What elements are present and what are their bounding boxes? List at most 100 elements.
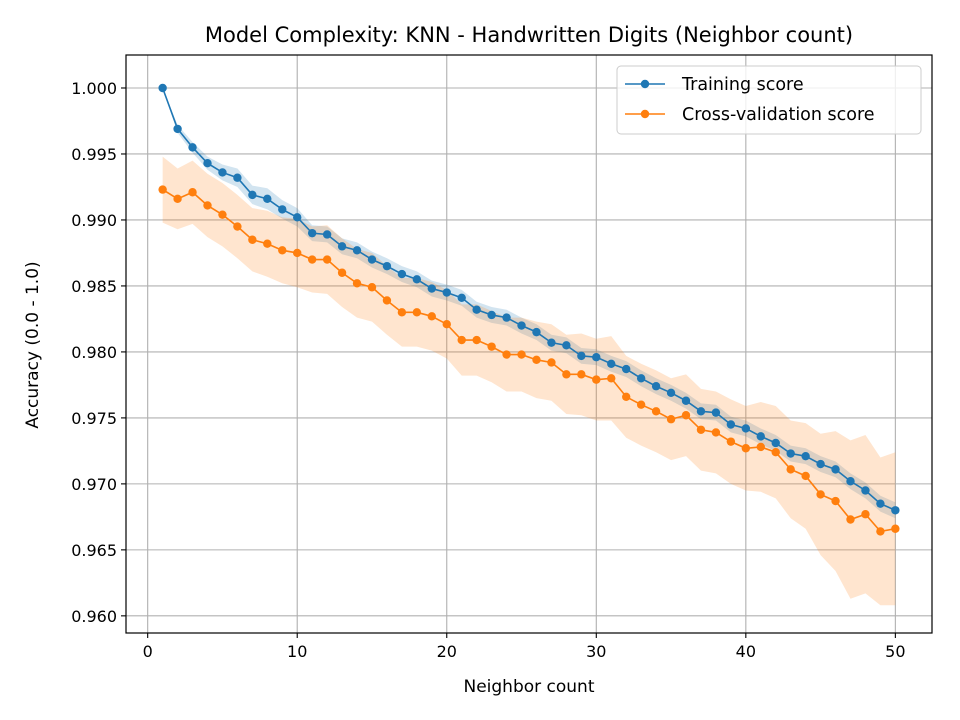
x-tick-label: 0	[143, 642, 153, 661]
data-point-cross-validation	[203, 201, 212, 210]
legend-entry-training: Training score	[625, 75, 804, 95]
data-point-training	[173, 124, 182, 134]
data-point-training	[547, 338, 556, 347]
data-point-training	[188, 143, 197, 152]
data-point-cross-validation	[861, 510, 870, 519]
x-axis-label: Neighbor count	[463, 677, 594, 697]
data-point-cross-validation	[831, 496, 840, 506]
data-point-cross-validation	[756, 442, 765, 452]
data-point-training	[681, 396, 691, 405]
data-point-training	[891, 506, 900, 515]
data-point-cross-validation	[307, 255, 317, 264]
data-point-training	[502, 313, 511, 322]
y-tick-label: 0.965	[71, 541, 117, 560]
x-tick-label: 30	[586, 642, 606, 661]
data-point-training	[831, 465, 840, 474]
data-point-cross-validation	[876, 527, 885, 536]
y-tick-label: 0.975	[71, 409, 117, 428]
y-tick-label: 0.980	[71, 343, 117, 362]
data-point-cross-validation	[487, 342, 496, 351]
legend-label-training: Training score	[681, 75, 804, 95]
data-point-training	[367, 255, 377, 264]
plot-frame	[125, 54, 933, 634]
data-point-training	[487, 310, 496, 320]
series-cross-validation	[158, 185, 900, 536]
data-point-training	[532, 327, 541, 337]
data-point-training	[322, 230, 332, 239]
data-point-training	[307, 228, 317, 238]
data-point-cross-validation	[607, 374, 616, 383]
confidence-bands	[162, 87, 896, 606]
data-point-training	[771, 438, 780, 448]
data-point-cross-validation	[337, 268, 347, 277]
data-point-training	[517, 321, 526, 330]
data-point-cross-validation	[786, 465, 795, 474]
legend: Training score Cross-validation score	[616, 65, 922, 135]
tick-layer: 0 10 20 30 40 50 0.960 0.965 0.970 0.975 0.980 0.98…	[71, 79, 905, 661]
data-point-training	[801, 451, 810, 461]
data-point-cross-validation	[771, 448, 780, 457]
x-tick-label: 10	[287, 642, 307, 661]
data-point-cross-validation	[427, 312, 436, 321]
data-point-training	[293, 213, 302, 222]
x-tick-label: 50	[885, 642, 905, 661]
data-point-training	[263, 194, 272, 204]
legend-box	[616, 65, 922, 135]
data-point-cross-validation	[816, 490, 825, 499]
data-point-training	[412, 275, 422, 284]
data-point-training	[786, 449, 795, 458]
data-point-cross-validation	[651, 407, 661, 416]
data-point-cross-validation	[322, 255, 332, 264]
legend-label-cross-validation: Cross-validation score	[682, 105, 875, 125]
data-point-cross-validation	[293, 248, 302, 258]
data-point-cross-validation	[547, 358, 556, 367]
data-point-training	[472, 305, 481, 314]
data-point-cross-validation	[636, 400, 646, 409]
data-point-cross-validation	[263, 239, 272, 248]
legend-marker-training	[640, 79, 650, 89]
data-point-cross-validation	[188, 188, 197, 197]
data-point-cross-validation	[666, 415, 676, 424]
data-point-cross-validation	[696, 425, 706, 434]
data-point-cross-validation	[846, 515, 855, 524]
data-point-training	[562, 341, 571, 350]
legend-marker-cross-validation	[640, 109, 650, 119]
grid-layer	[126, 55, 932, 633]
data-point-training	[577, 351, 586, 361]
data-point-training	[846, 477, 855, 486]
data-point-cross-validation	[367, 283, 377, 292]
data-point-cross-validation	[233, 222, 242, 231]
data-point-cross-validation	[352, 279, 362, 288]
confidence-band-cross-validation	[162, 156, 896, 606]
data-point-training	[397, 269, 407, 279]
data-point-cross-validation	[517, 350, 526, 359]
data-point-cross-validation	[532, 355, 541, 365]
data-point-cross-validation	[562, 370, 571, 379]
data-point-cross-validation	[622, 392, 631, 401]
data-point-cross-validation	[442, 320, 451, 329]
data-point-training	[382, 261, 392, 271]
data-point-training	[427, 284, 436, 293]
confidence-band-training	[162, 87, 896, 519]
series-training	[158, 83, 900, 515]
data-point-cross-validation	[158, 185, 167, 194]
y-tick-label: 0.995	[71, 145, 117, 164]
data-point-cross-validation	[278, 246, 287, 255]
series-layer	[158, 83, 900, 536]
data-point-cross-validation	[711, 428, 721, 437]
y-tick-label: 1.000	[71, 79, 117, 98]
data-point-training	[756, 432, 765, 441]
data-point-training	[816, 459, 825, 469]
data-point-training	[337, 242, 347, 251]
data-point-training	[352, 246, 362, 255]
data-point-training	[696, 407, 706, 416]
y-tick-label: 0.985	[71, 277, 117, 296]
data-point-cross-validation	[412, 308, 422, 317]
data-point-training	[233, 173, 242, 182]
data-point-training	[248, 190, 257, 200]
data-point-cross-validation	[681, 411, 691, 420]
data-point-cross-validation	[248, 235, 257, 244]
data-point-training	[607, 359, 616, 368]
